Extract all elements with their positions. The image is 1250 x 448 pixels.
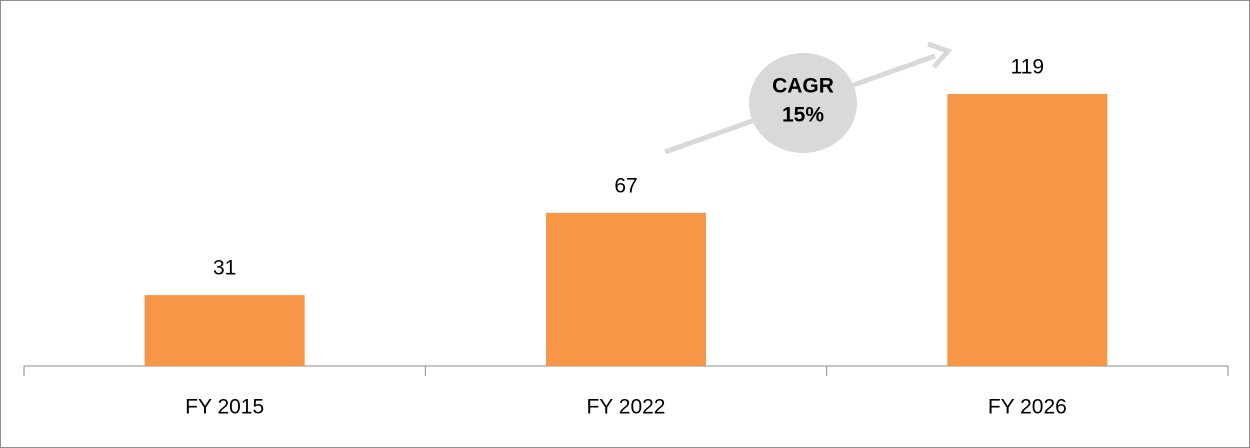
bar <box>546 212 706 366</box>
cagr-value: 15% <box>782 104 824 127</box>
x-tick-label: FY 2022 <box>586 396 665 419</box>
cagr-bubble <box>749 53 857 153</box>
plot-area: 31 FY 2015 67 FY 2022 119 FY 2026 <box>23 56 1229 419</box>
cagr-annotation: CAGR 15% <box>664 41 953 155</box>
cagr-label: CAGR <box>772 75 834 98</box>
bar <box>947 94 1108 366</box>
x-tick-label: FY 2015 <box>185 396 264 419</box>
bar <box>144 295 305 366</box>
value-label: 31 <box>213 257 236 280</box>
x-tick-label: FY 2026 <box>988 396 1067 419</box>
value-label: 119 <box>1011 56 1044 79</box>
value-label: 67 <box>614 174 637 197</box>
growth-arrow-head <box>927 41 953 69</box>
